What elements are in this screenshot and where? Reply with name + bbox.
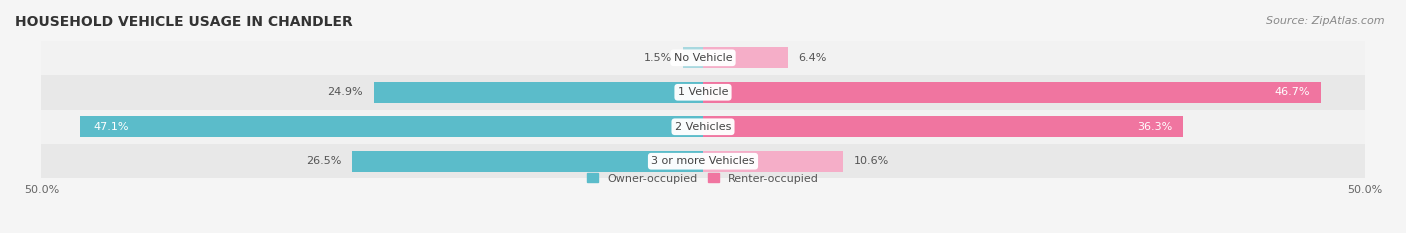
Text: 46.7%: 46.7% bbox=[1275, 87, 1310, 97]
Text: No Vehicle: No Vehicle bbox=[673, 53, 733, 63]
Legend: Owner-occupied, Renter-occupied: Owner-occupied, Renter-occupied bbox=[582, 169, 824, 188]
Bar bbox=[353, 151, 703, 172]
Bar bbox=[374, 82, 703, 103]
Text: 36.3%: 36.3% bbox=[1137, 122, 1173, 132]
Text: 3 or more Vehicles: 3 or more Vehicles bbox=[651, 156, 755, 166]
Text: 47.1%: 47.1% bbox=[93, 122, 128, 132]
Bar bbox=[683, 47, 703, 69]
Bar bbox=[41, 75, 1365, 110]
Text: 2 Vehicles: 2 Vehicles bbox=[675, 122, 731, 132]
Text: 1.5%: 1.5% bbox=[644, 53, 672, 63]
Bar bbox=[80, 116, 703, 137]
Bar bbox=[703, 116, 1184, 137]
Bar bbox=[703, 82, 1320, 103]
Bar bbox=[41, 110, 1365, 144]
Text: 24.9%: 24.9% bbox=[328, 87, 363, 97]
Text: 1 Vehicle: 1 Vehicle bbox=[678, 87, 728, 97]
Text: 6.4%: 6.4% bbox=[799, 53, 827, 63]
Bar bbox=[703, 47, 787, 69]
Text: Source: ZipAtlas.com: Source: ZipAtlas.com bbox=[1267, 16, 1385, 26]
Bar bbox=[703, 151, 844, 172]
Bar bbox=[41, 41, 1365, 75]
Text: 26.5%: 26.5% bbox=[307, 156, 342, 166]
Text: 10.6%: 10.6% bbox=[853, 156, 889, 166]
Bar bbox=[41, 144, 1365, 178]
Text: HOUSEHOLD VEHICLE USAGE IN CHANDLER: HOUSEHOLD VEHICLE USAGE IN CHANDLER bbox=[15, 15, 353, 29]
